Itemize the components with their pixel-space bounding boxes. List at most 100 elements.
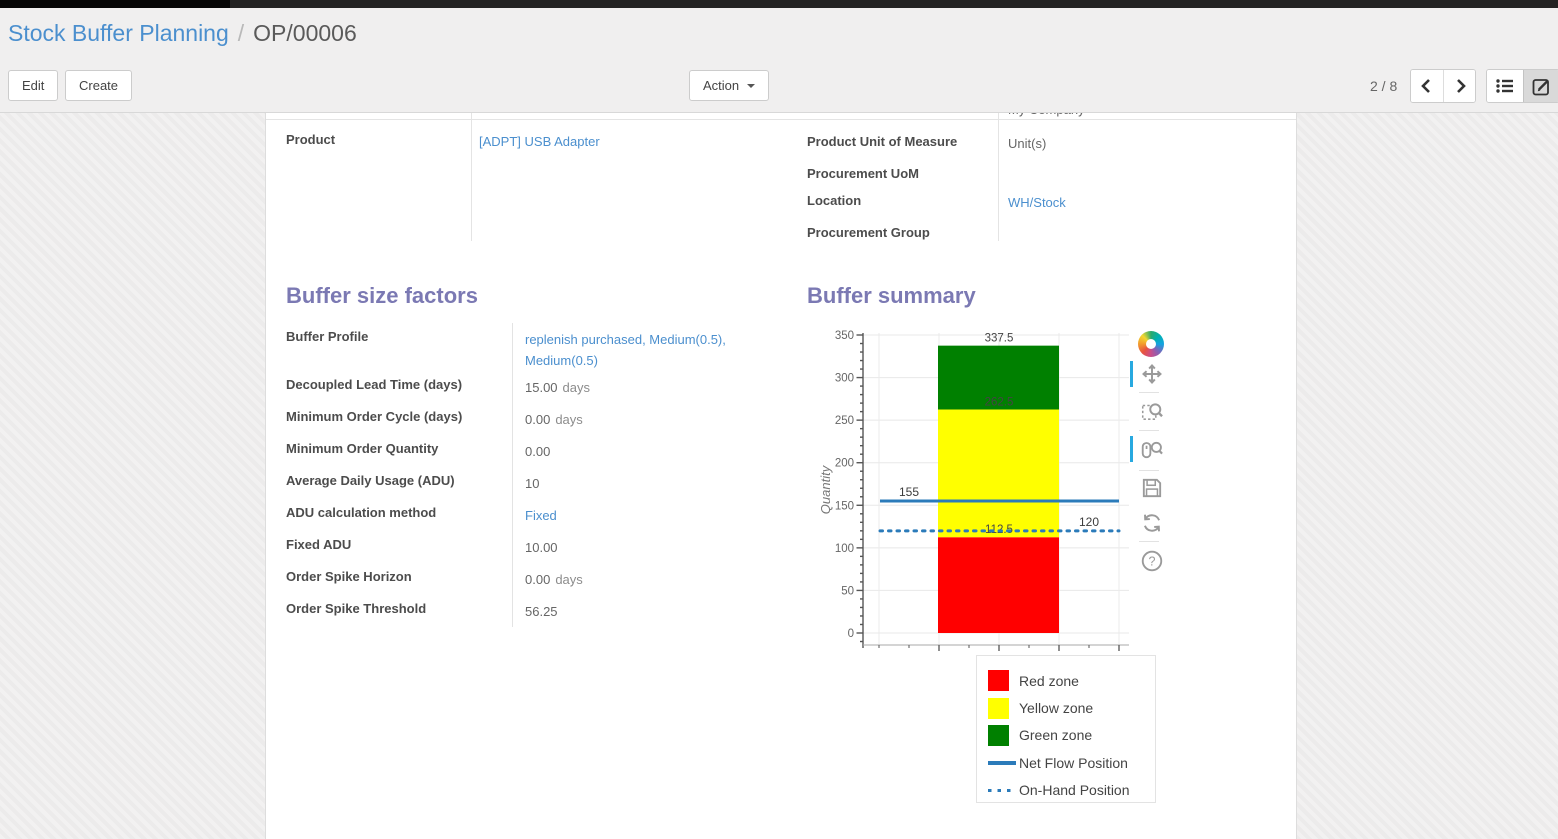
- table-row: Fixed ADU 10.00: [286, 531, 775, 563]
- form-sheet: My Company Product [ADPT] USB Adapter Pr…: [265, 113, 1297, 839]
- svg-text:Quantity: Quantity: [818, 464, 833, 514]
- svg-text:250: 250: [835, 415, 854, 427]
- breadcrumb-parent-link[interactable]: Stock Buffer Planning: [8, 20, 229, 46]
- pager-count: 2 / 8: [1370, 78, 1398, 94]
- edit-form-icon: [1532, 78, 1549, 95]
- min-order-cycle-value: 0.00: [525, 412, 551, 427]
- toolbar-separator: [1139, 392, 1159, 393]
- location-label: Location: [807, 193, 862, 208]
- edit-button[interactable]: Edit: [8, 70, 59, 101]
- table-row: ADU calculation method Fixed: [286, 499, 775, 531]
- help-tool-icon[interactable]: ?: [1140, 549, 1164, 573]
- record-pager: [1410, 69, 1476, 103]
- next-record-button[interactable]: [1443, 70, 1475, 102]
- product-uom-value: Unit(s): [1008, 136, 1047, 151]
- table-row: Average Daily Usage (ADU) 10: [286, 467, 775, 499]
- unit-label: days: [555, 412, 583, 427]
- table-row: Decoupled Lead Time (days) 15.00 days: [286, 371, 775, 403]
- min-order-cycle-label: Minimum Order Cycle (days): [286, 409, 463, 424]
- buffer-summary-heading: Buffer summary: [807, 283, 976, 308]
- buffer-profile-label: Buffer Profile: [286, 329, 369, 344]
- svg-text:350: 350: [835, 330, 854, 342]
- chevron-left-icon: [1421, 79, 1430, 93]
- product-field-value-link[interactable]: [ADPT] USB Adapter: [479, 134, 600, 149]
- view-switcher: [1486, 69, 1558, 103]
- table-row: Order Spike Horizon 0.00 days: [286, 563, 775, 595]
- table-row: Buffer Profile replenish purchased, Medi…: [286, 323, 775, 371]
- toolbar-separator: [1139, 470, 1159, 471]
- adu-method-label: ADU calculation method: [286, 505, 437, 520]
- toolbar-separator: [1139, 541, 1159, 542]
- product-field-label: Product: [286, 132, 336, 147]
- top-menu-bar: [0, 0, 1558, 8]
- svg-text:?: ?: [1149, 555, 1156, 569]
- legend-item-on-hand: On-Hand Position: [977, 777, 1155, 804]
- unit-label: days: [562, 380, 591, 395]
- svg-text:262.5: 262.5: [985, 397, 1014, 409]
- legend-item-net-flow: Net Flow Position: [977, 749, 1155, 776]
- pan-tool-icon[interactable]: [1140, 362, 1164, 386]
- save-tool-icon[interactable]: [1140, 476, 1164, 500]
- clipped-company-value: My Company: [1008, 113, 1228, 119]
- breadcrumb-separator: /: [237, 20, 245, 46]
- green-zone-swatch: [988, 724, 1009, 746]
- procurement-group-label: Procurement Group: [807, 225, 930, 240]
- legend-item-red-zone: Red zone: [977, 667, 1155, 694]
- svg-text:100: 100: [835, 543, 854, 555]
- wheel-zoom-tool-icon[interactable]: [1140, 437, 1164, 461]
- previous-record-button[interactable]: [1411, 70, 1443, 102]
- chart-toolbar: ?: [1130, 331, 1170, 591]
- top-menu-bar-left-segment: [0, 0, 230, 8]
- svg-text:300: 300: [835, 373, 854, 385]
- create-button[interactable]: Create: [65, 70, 133, 101]
- breadcrumb-current: OP/00006: [253, 20, 357, 46]
- table-row: Order Spike Threshold 56.25: [286, 595, 775, 627]
- order-spike-threshold-label: Order Spike Threshold: [286, 601, 427, 616]
- net-flow-line-swatch: [988, 761, 1016, 765]
- svg-text:0: 0: [848, 628, 854, 640]
- pan-active-indicator: [1130, 361, 1133, 387]
- box-zoom-tool-icon[interactable]: [1140, 399, 1164, 423]
- order-spike-horizon-value: 0.00: [525, 572, 551, 587]
- min-order-qty-label: Minimum Order Quantity: [286, 441, 439, 456]
- yellow-zone-swatch: [988, 697, 1009, 719]
- svg-text:337.5: 337.5: [985, 333, 1014, 345]
- action-dropdown-button[interactable]: Action: [689, 70, 770, 101]
- chart-canvas[interactable]: 112.5262.5337.51551200501001502002503003…: [816, 325, 1166, 660]
- adu-value: 10: [525, 476, 540, 491]
- legend-item-green-zone: Green zone: [977, 722, 1155, 749]
- svg-text:50: 50: [841, 585, 854, 597]
- form-view-button[interactable]: [1523, 70, 1558, 102]
- list-icon: [1496, 79, 1513, 93]
- order-spike-threshold-value: 56.25: [525, 604, 558, 619]
- adu-method-value-link[interactable]: Fixed: [525, 508, 557, 523]
- buffer-profile-value-link[interactable]: replenish purchased, Medium(0.5), Medium…: [525, 332, 726, 368]
- product-uom-label: Product Unit of Measure: [807, 134, 958, 149]
- table-row: Minimum Order Quantity 0.00: [286, 435, 775, 467]
- list-view-button[interactable]: [1487, 70, 1523, 102]
- svg-text:200: 200: [835, 458, 854, 470]
- right-group-separator: [998, 113, 999, 241]
- min-order-qty-value: 0.00: [525, 444, 551, 459]
- fixed-adu-label: Fixed ADU: [286, 537, 352, 552]
- table-row: Minimum Order Cycle (days) 0.00 days: [286, 403, 775, 435]
- cutoff-row-border: [266, 119, 1296, 120]
- svg-text:155: 155: [899, 485, 919, 499]
- action-label: Action: [703, 78, 740, 93]
- red-zone-swatch: [988, 670, 1009, 692]
- buffer-size-factors-heading: Buffer size factors: [286, 283, 478, 308]
- adu-label: Average Daily Usage (ADU): [286, 473, 455, 488]
- location-value-link[interactable]: WH/Stock: [1008, 195, 1066, 210]
- bokeh-logo-icon[interactable]: [1138, 331, 1164, 357]
- reset-tool-icon[interactable]: [1140, 511, 1164, 535]
- svg-text:150: 150: [835, 500, 854, 512]
- chevron-right-icon: [1456, 79, 1466, 93]
- procurement-uom-label: Procurement UoM: [807, 166, 919, 181]
- order-spike-horizon-label: Order Spike Horizon: [286, 569, 412, 584]
- fixed-adu-value: 10.00: [525, 540, 558, 555]
- on-hand-line-swatch: [988, 788, 1016, 792]
- buffer-summary-chart[interactable]: 112.5262.5337.51551200501001502002503003…: [816, 325, 1166, 660]
- unit-label: days: [555, 572, 583, 587]
- toolbar-separator: [1139, 430, 1159, 431]
- left-group-separator: [471, 113, 472, 241]
